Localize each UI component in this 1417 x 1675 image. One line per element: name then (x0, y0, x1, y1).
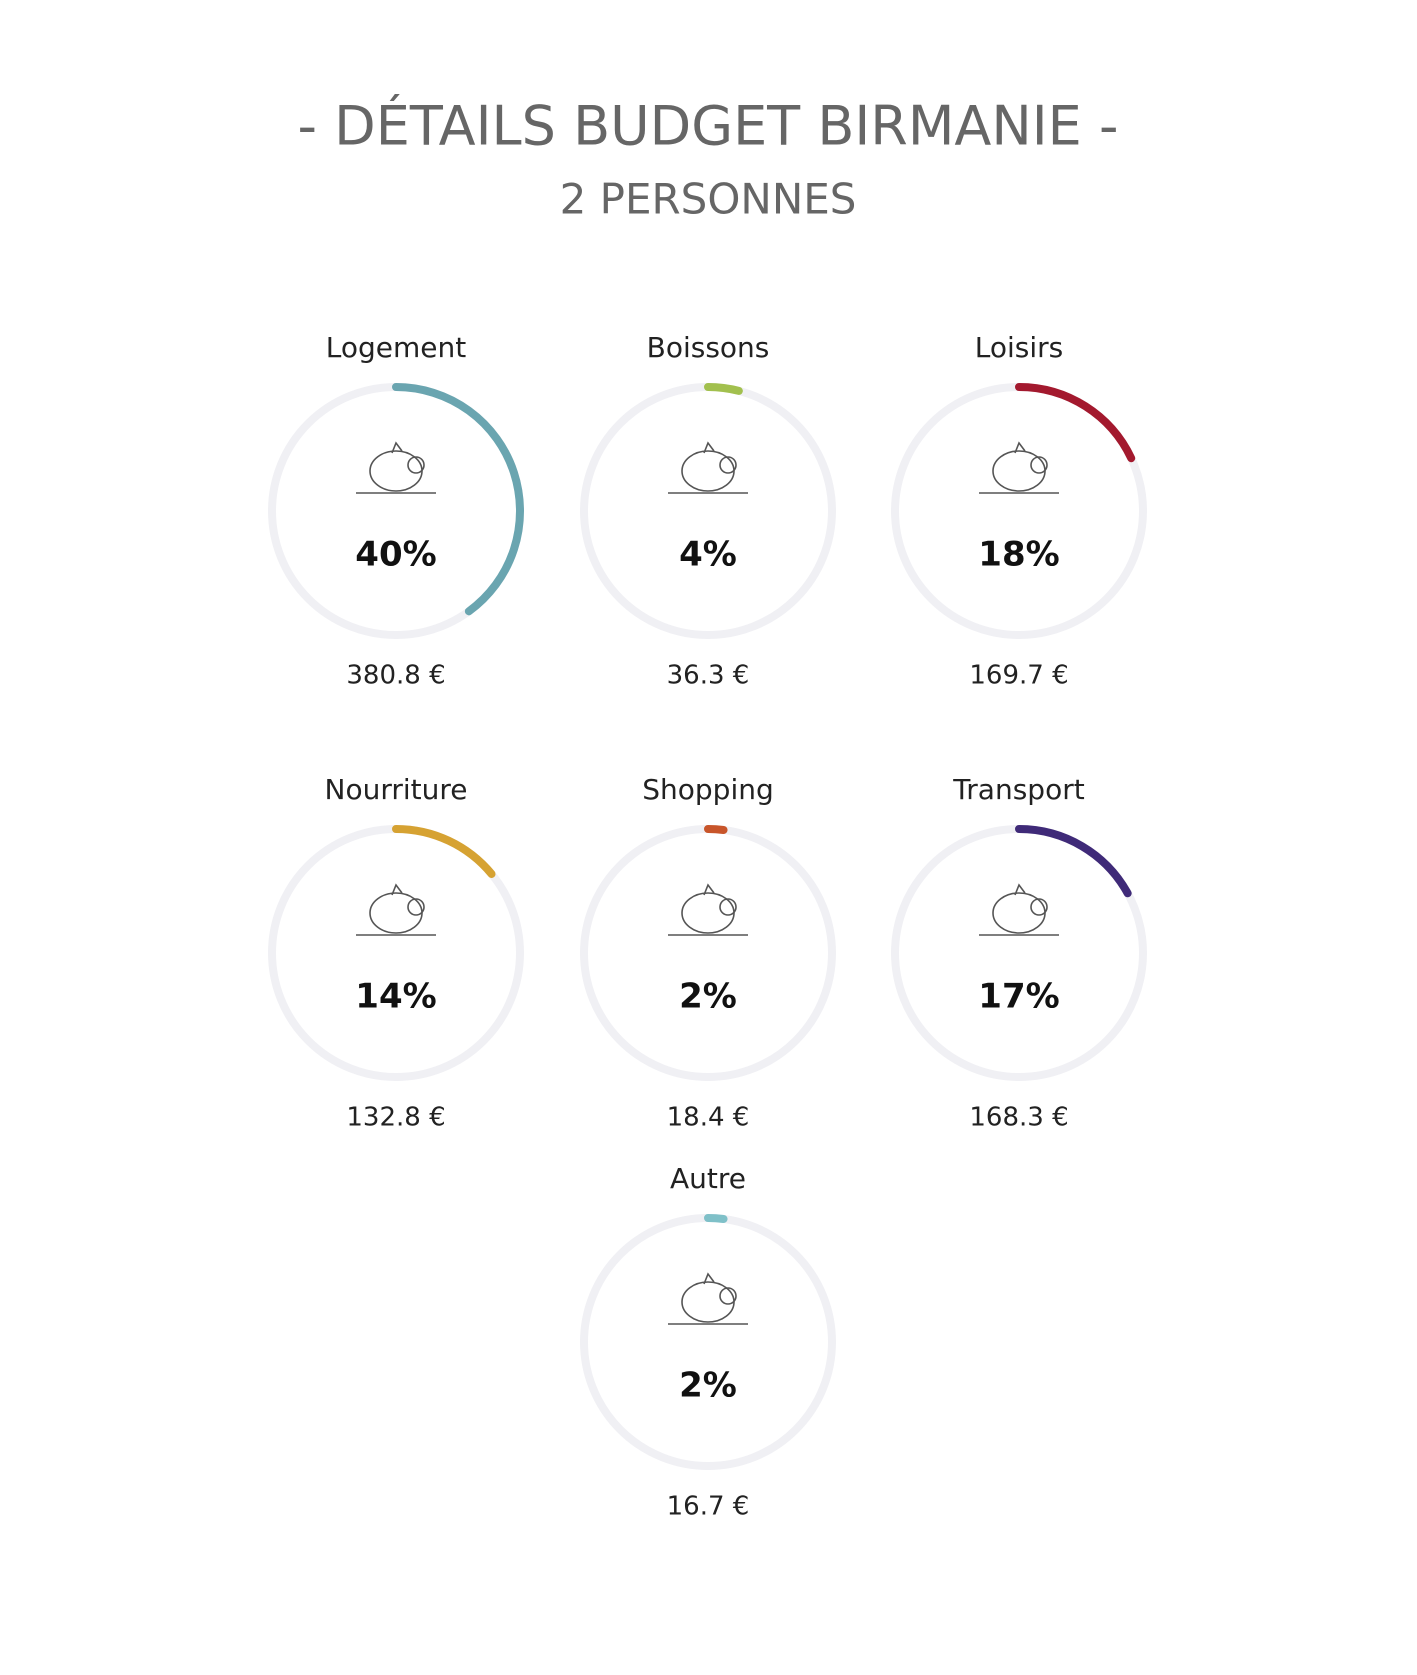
ring-track (580, 1214, 836, 1470)
ring-arc (704, 383, 743, 395)
value-label: 18% (978, 535, 1059, 575)
ring-arc (392, 383, 524, 616)
value-label: 40% (355, 535, 436, 575)
ring-arc (1015, 825, 1132, 898)
ring-arc (704, 1214, 728, 1223)
icon (668, 1272, 748, 1325)
amount-label: 169.7 € (969, 661, 1068, 691)
category-label: Transport (952, 773, 1084, 806)
ring-track (580, 383, 836, 639)
icon (979, 883, 1059, 936)
amount-label: 18.4 € (667, 1103, 750, 1133)
icon-snout (407, 456, 425, 474)
value-label: 4% (679, 535, 737, 575)
icon-snout (719, 898, 737, 916)
category-label: Autre (670, 1162, 746, 1195)
value-label: 17% (978, 977, 1059, 1017)
amount-label: 16.7 € (667, 1492, 750, 1522)
category-label: Nourriture (325, 773, 468, 806)
category-label: Boissons (647, 331, 770, 364)
amount-label: 168.3 € (969, 1103, 1068, 1133)
chart-title: - DÉTAILS BUDGET BIRMANIE - (298, 95, 1119, 158)
value-label: 2% (679, 977, 737, 1017)
icon (668, 441, 748, 494)
amount-label: 132.8 € (346, 1103, 445, 1133)
chart-subtitle: 2 PERSONNES (560, 175, 857, 224)
icon-ear (391, 883, 403, 896)
icon-ear (703, 1272, 715, 1285)
ring-arc (704, 825, 728, 834)
category-label: Shopping (642, 773, 774, 806)
value-label: 2% (679, 1366, 737, 1406)
icon (356, 441, 436, 494)
icon-snout (719, 1287, 737, 1305)
icon-snout (1030, 898, 1048, 916)
icon-ear (703, 441, 715, 454)
icon-ear (703, 883, 715, 896)
value-label: 14% (355, 977, 436, 1017)
ring-arc (1015, 383, 1136, 463)
icon (356, 883, 436, 936)
amount-label: 36.3 € (667, 661, 750, 691)
icon-ear (1014, 883, 1026, 896)
icon-ear (1014, 441, 1026, 454)
icon-snout (407, 898, 425, 916)
amount-label: 380.8 € (346, 661, 445, 691)
ring-track (580, 825, 836, 1081)
icon-ear (391, 441, 403, 454)
ring-arc (392, 825, 496, 878)
category-label: Loisirs (975, 331, 1063, 364)
icon-snout (1030, 456, 1048, 474)
icon (668, 883, 748, 936)
icon-snout (719, 456, 737, 474)
icon (979, 441, 1059, 494)
category-label: Logement (326, 331, 466, 364)
